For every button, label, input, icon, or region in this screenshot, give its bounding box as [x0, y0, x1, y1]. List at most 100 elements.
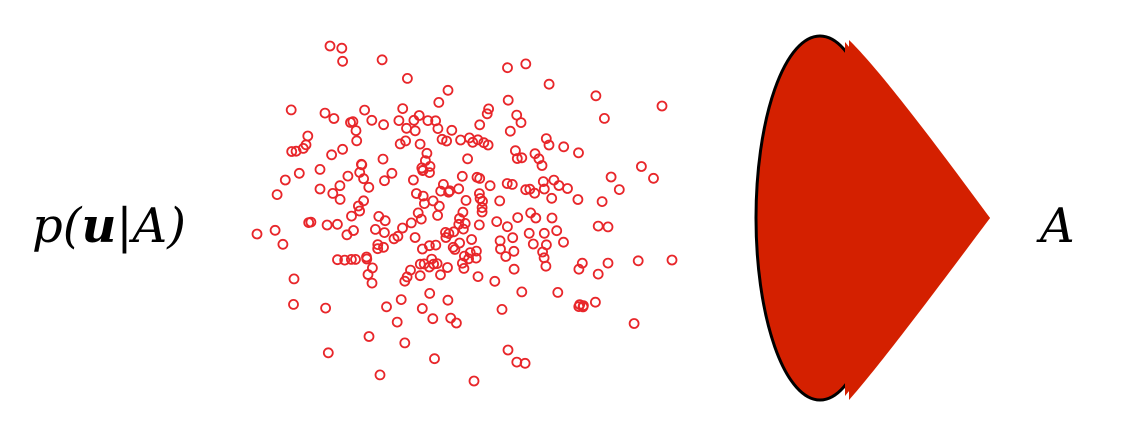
sample-point — [508, 263, 520, 275]
sample-point — [508, 245, 520, 257]
sample-point — [347, 116, 359, 128]
sample-point — [319, 107, 331, 119]
sample-point — [424, 160, 436, 172]
sample-point — [321, 219, 333, 231]
sample-point — [523, 227, 535, 239]
sample-point — [345, 253, 357, 265]
sample-point — [271, 189, 283, 201]
sample-point — [417, 190, 429, 202]
sample-point — [251, 228, 263, 240]
sample-point — [573, 147, 584, 159]
sample-point — [354, 205, 366, 217]
sample-point — [602, 257, 614, 269]
sample-point — [443, 186, 455, 198]
sample-point — [433, 97, 445, 108]
sample-point — [397, 222, 408, 234]
sample-point — [366, 114, 378, 126]
sample-point — [334, 193, 346, 205]
sample-point — [470, 245, 482, 257]
sample-point — [424, 167, 435, 179]
set-label: A — [1040, 198, 1075, 254]
sample-point — [516, 152, 528, 164]
sample-point — [453, 183, 465, 195]
sample-point — [448, 226, 460, 238]
sample-point — [410, 188, 422, 199]
sample-point — [491, 216, 503, 228]
sample-point — [342, 170, 354, 182]
sample-point — [578, 300, 589, 312]
sample-point — [376, 54, 388, 66]
sample-point — [351, 135, 363, 147]
sample-point — [553, 180, 565, 191]
sample-point — [305, 216, 317, 228]
sample-point — [430, 115, 442, 127]
probability-label: p(u|A) — [32, 202, 186, 250]
sample-point — [414, 270, 426, 282]
sample-point — [648, 172, 659, 184]
sample-point — [440, 232, 452, 243]
sample-point — [506, 178, 518, 190]
sample-point — [426, 253, 438, 265]
sample-point — [412, 207, 424, 219]
sample-point — [496, 303, 508, 315]
sample-point — [356, 159, 368, 171]
sample-point — [401, 73, 413, 84]
sample-point — [437, 178, 449, 190]
sample-point — [529, 187, 540, 199]
sample-point — [394, 138, 406, 150]
sample-point — [381, 301, 392, 313]
sample-point — [423, 240, 435, 252]
sample-point — [363, 181, 375, 193]
sample-point — [551, 225, 563, 237]
sample-point — [337, 143, 349, 155]
sample-point — [540, 133, 552, 145]
sample-point — [320, 302, 332, 314]
sample-point — [628, 318, 640, 329]
sample-point — [288, 298, 299, 310]
sample-point — [401, 122, 412, 134]
sample-point — [540, 260, 552, 272]
sample-point — [435, 185, 447, 197]
sample-point — [362, 269, 374, 280]
sample-point — [418, 198, 430, 210]
sample-point — [377, 153, 389, 165]
sample-point — [359, 104, 371, 116]
sample-point — [405, 217, 417, 229]
sample-point — [449, 244, 461, 255]
sample-point — [322, 347, 334, 359]
sample-point — [501, 221, 513, 233]
sample-point — [592, 220, 604, 232]
sample-point — [337, 55, 349, 67]
sample-point — [372, 243, 384, 255]
sample-point — [636, 161, 647, 172]
sample-point — [474, 119, 486, 131]
sample-point — [422, 115, 434, 126]
sample-point — [543, 139, 555, 151]
sample-point — [592, 268, 604, 280]
sample-point — [537, 246, 548, 258]
given-bar: | — [116, 198, 133, 254]
sample-point — [596, 196, 608, 208]
sample-point — [519, 357, 531, 369]
condition-symbol: A) — [132, 198, 186, 254]
sample-point — [350, 253, 361, 265]
sample-point — [399, 337, 411, 349]
sample-point — [350, 125, 362, 137]
sample-point — [466, 234, 478, 245]
sample-point — [666, 254, 678, 266]
sample-point — [314, 163, 326, 175]
sample-point — [399, 275, 411, 287]
sample-point — [418, 258, 430, 270]
sample-point — [393, 115, 405, 126]
sample-point — [536, 160, 548, 171]
sample-point — [302, 130, 314, 142]
sample-point — [378, 227, 390, 239]
sample-point — [632, 255, 644, 267]
sample-point — [442, 84, 454, 96]
sample-point — [501, 178, 513, 189]
sample-point — [599, 113, 610, 124]
sample-point — [613, 184, 625, 196]
sample-point — [378, 119, 390, 131]
sample-point — [378, 241, 389, 253]
sample-point — [366, 277, 378, 289]
